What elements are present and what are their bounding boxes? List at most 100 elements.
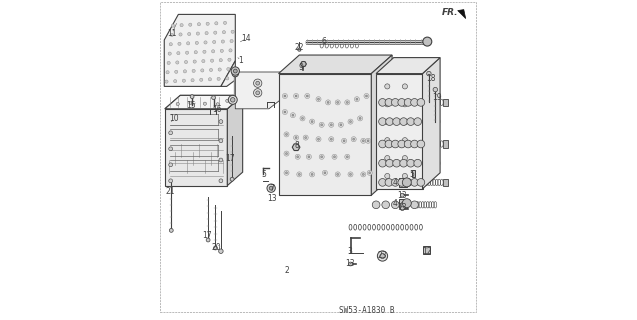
Circle shape [414,118,422,125]
Circle shape [230,39,233,43]
Polygon shape [423,246,430,254]
Circle shape [319,122,324,127]
Circle shape [176,102,179,106]
Polygon shape [422,58,440,189]
Circle shape [380,253,385,259]
Circle shape [297,172,302,177]
Circle shape [385,120,390,125]
Circle shape [184,60,188,64]
Circle shape [219,179,223,183]
Circle shape [385,102,390,107]
Circle shape [392,140,399,148]
Circle shape [225,99,229,102]
Circle shape [347,101,348,103]
Circle shape [378,179,386,186]
Circle shape [220,49,224,52]
Circle shape [321,124,323,126]
Circle shape [284,111,286,113]
Text: 6: 6 [322,37,327,46]
Text: 13: 13 [268,194,277,203]
Circle shape [393,118,401,125]
Circle shape [219,158,223,162]
Circle shape [404,99,412,106]
Polygon shape [221,61,235,86]
Circle shape [350,121,352,123]
Polygon shape [165,95,243,109]
Circle shape [353,138,355,140]
Circle shape [414,159,422,167]
Circle shape [297,156,299,158]
Polygon shape [278,55,392,74]
Text: 19: 19 [432,93,441,102]
Circle shape [297,48,301,51]
Circle shape [169,228,173,232]
Circle shape [411,140,419,148]
Circle shape [403,156,408,161]
Circle shape [331,124,333,126]
Circle shape [335,100,340,105]
Circle shape [191,79,194,82]
Text: 5: 5 [409,170,414,179]
Circle shape [210,59,213,62]
Circle shape [208,78,211,81]
Circle shape [367,170,372,175]
Circle shape [403,84,408,89]
Circle shape [372,201,380,209]
Circle shape [398,99,406,106]
Circle shape [310,172,315,177]
Text: 13: 13 [345,260,355,268]
Circle shape [177,52,180,55]
Circle shape [433,87,438,92]
Circle shape [182,79,185,82]
Circle shape [345,100,350,105]
Circle shape [401,193,404,197]
Polygon shape [399,178,407,187]
Circle shape [189,23,192,26]
Circle shape [310,119,315,124]
Circle shape [166,71,169,74]
Circle shape [206,238,210,242]
Circle shape [319,154,324,159]
Circle shape [366,138,371,143]
Circle shape [196,32,199,35]
Circle shape [403,173,408,179]
Circle shape [311,173,313,175]
Circle shape [285,153,287,155]
Circle shape [256,91,260,95]
Circle shape [382,201,390,209]
Circle shape [403,120,408,125]
Circle shape [222,31,225,34]
Circle shape [403,102,408,107]
Circle shape [292,114,294,116]
Circle shape [385,159,394,167]
Circle shape [192,69,195,73]
Circle shape [385,156,390,161]
Circle shape [417,99,425,106]
Circle shape [385,179,393,186]
Circle shape [304,93,310,99]
Circle shape [327,101,329,103]
Text: 17: 17 [225,154,234,163]
Circle shape [343,140,345,142]
Circle shape [217,77,220,80]
Circle shape [332,154,337,159]
Text: 4: 4 [393,199,397,208]
Circle shape [362,173,364,175]
Polygon shape [376,58,440,74]
Circle shape [199,78,203,81]
Circle shape [417,140,425,148]
Circle shape [221,40,224,43]
Circle shape [316,137,321,142]
Circle shape [354,97,359,102]
Circle shape [295,95,297,97]
Circle shape [351,137,356,142]
Circle shape [378,118,386,125]
Circle shape [403,178,412,187]
Circle shape [316,97,321,102]
Circle shape [348,119,353,124]
Circle shape [385,99,393,106]
Circle shape [269,186,273,190]
Circle shape [385,140,393,148]
Circle shape [411,201,419,209]
Polygon shape [165,109,227,186]
